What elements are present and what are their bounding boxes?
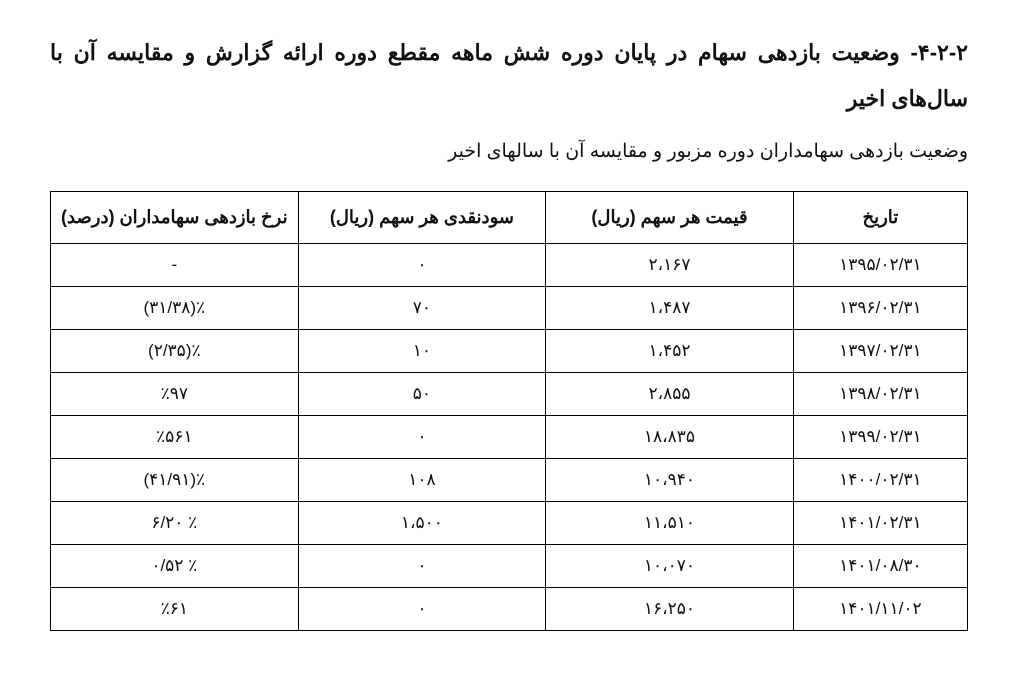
cell-price: ۱۰،۹۴۰ (546, 458, 794, 501)
table-header-row: تاریخ قیمت هر سهم (ریال) سودنقدی هر سهم … (51, 192, 968, 244)
cell-ret: ٪۵۶۱ (51, 415, 299, 458)
cell-div: ۰ (298, 587, 546, 630)
cell-date: ۱۴۰۱/۱۱/۰۲ (793, 587, 967, 630)
cell-price: ۱۰،۰۷۰ (546, 544, 794, 587)
cell-div: ۷۰ (298, 286, 546, 329)
col-header-div: سودنقدی هر سهم (ریال) (298, 192, 546, 244)
cell-div: ۰ (298, 243, 546, 286)
cell-date: ۱۳۹۸/۰۲/۳۱ (793, 372, 967, 415)
table-row: ۱۳۹۶/۰۲/۳۱۱،۴۸۷۷۰٪(۳۱/۳۸) (51, 286, 968, 329)
cell-date: ۱۳۹۹/۰۲/۳۱ (793, 415, 967, 458)
table-row: ۱۴۰۰/۰۲/۳۱۱۰،۹۴۰۱۰۸٪(۴۱/۹۱) (51, 458, 968, 501)
cell-date: ۱۳۹۷/۰۲/۳۱ (793, 329, 967, 372)
cell-ret: ٪ ۰/۵۲ (51, 544, 299, 587)
cell-date: ۱۴۰۱/۰۸/۳۰ (793, 544, 967, 587)
cell-ret: ٪۹۷ (51, 372, 299, 415)
cell-div: ۰ (298, 544, 546, 587)
cell-price: ۱،۴۸۷ (546, 286, 794, 329)
cell-div: ۱۰۸ (298, 458, 546, 501)
section-subheading: وضعیت بازدهی سهامداران دوره مزبور و مقای… (50, 140, 968, 163)
cell-price: ۱۱،۵۱۰ (546, 501, 794, 544)
cell-price: ۲،۸۵۵ (546, 372, 794, 415)
cell-ret: ٪(۴۱/۹۱) (51, 458, 299, 501)
returns-table: تاریخ قیمت هر سهم (ریال) سودنقدی هر سهم … (50, 191, 968, 631)
col-header-ret: نرخ بازدهی سهامداران (درصد) (51, 192, 299, 244)
table-row: ۱۳۹۸/۰۲/۳۱۲،۸۵۵۵۰٪۹۷ (51, 372, 968, 415)
cell-price: ۱۸،۸۳۵ (546, 415, 794, 458)
cell-div: ۰ (298, 415, 546, 458)
cell-price: ۱،۴۵۲ (546, 329, 794, 372)
table-row: ۱۴۰۱/۰۲/۳۱۱۱،۵۱۰۱،۵۰۰٪ ۶/۲۰ (51, 501, 968, 544)
table-row: ۱۴۰۱/۱۱/۰۲۱۶،۲۵۰۰٪۶۱ (51, 587, 968, 630)
section-heading: ۴-۲-۲- وضعیت بازدهی سهام در پایان دوره ش… (50, 30, 968, 122)
table-row: ۱۳۹۹/۰۲/۳۱۱۸،۸۳۵۰٪۵۶۱ (51, 415, 968, 458)
cell-div: ۱۰ (298, 329, 546, 372)
cell-date: ۱۴۰۰/۰۲/۳۱ (793, 458, 967, 501)
cell-ret: - (51, 243, 299, 286)
table-row: ۱۴۰۱/۰۸/۳۰۱۰،۰۷۰۰٪ ۰/۵۲ (51, 544, 968, 587)
cell-date: ۱۴۰۱/۰۲/۳۱ (793, 501, 967, 544)
table-row: ۱۳۹۵/۰۲/۳۱۲،۱۶۷۰- (51, 243, 968, 286)
table-row: ۱۳۹۷/۰۲/۳۱۱،۴۵۲۱۰٪(۲/۳۵) (51, 329, 968, 372)
cell-ret: ٪ ۶/۲۰ (51, 501, 299, 544)
cell-div: ۱،۵۰۰ (298, 501, 546, 544)
cell-div: ۵۰ (298, 372, 546, 415)
cell-price: ۲،۱۶۷ (546, 243, 794, 286)
cell-ret: ٪(۳۱/۳۸) (51, 286, 299, 329)
cell-price: ۱۶،۲۵۰ (546, 587, 794, 630)
cell-ret: ٪۶۱ (51, 587, 299, 630)
col-header-price: قیمت هر سهم (ریال) (546, 192, 794, 244)
col-header-date: تاریخ (793, 192, 967, 244)
cell-date: ۱۳۹۶/۰۲/۳۱ (793, 286, 967, 329)
cell-ret: ٪(۲/۳۵) (51, 329, 299, 372)
cell-date: ۱۳۹۵/۰۲/۳۱ (793, 243, 967, 286)
